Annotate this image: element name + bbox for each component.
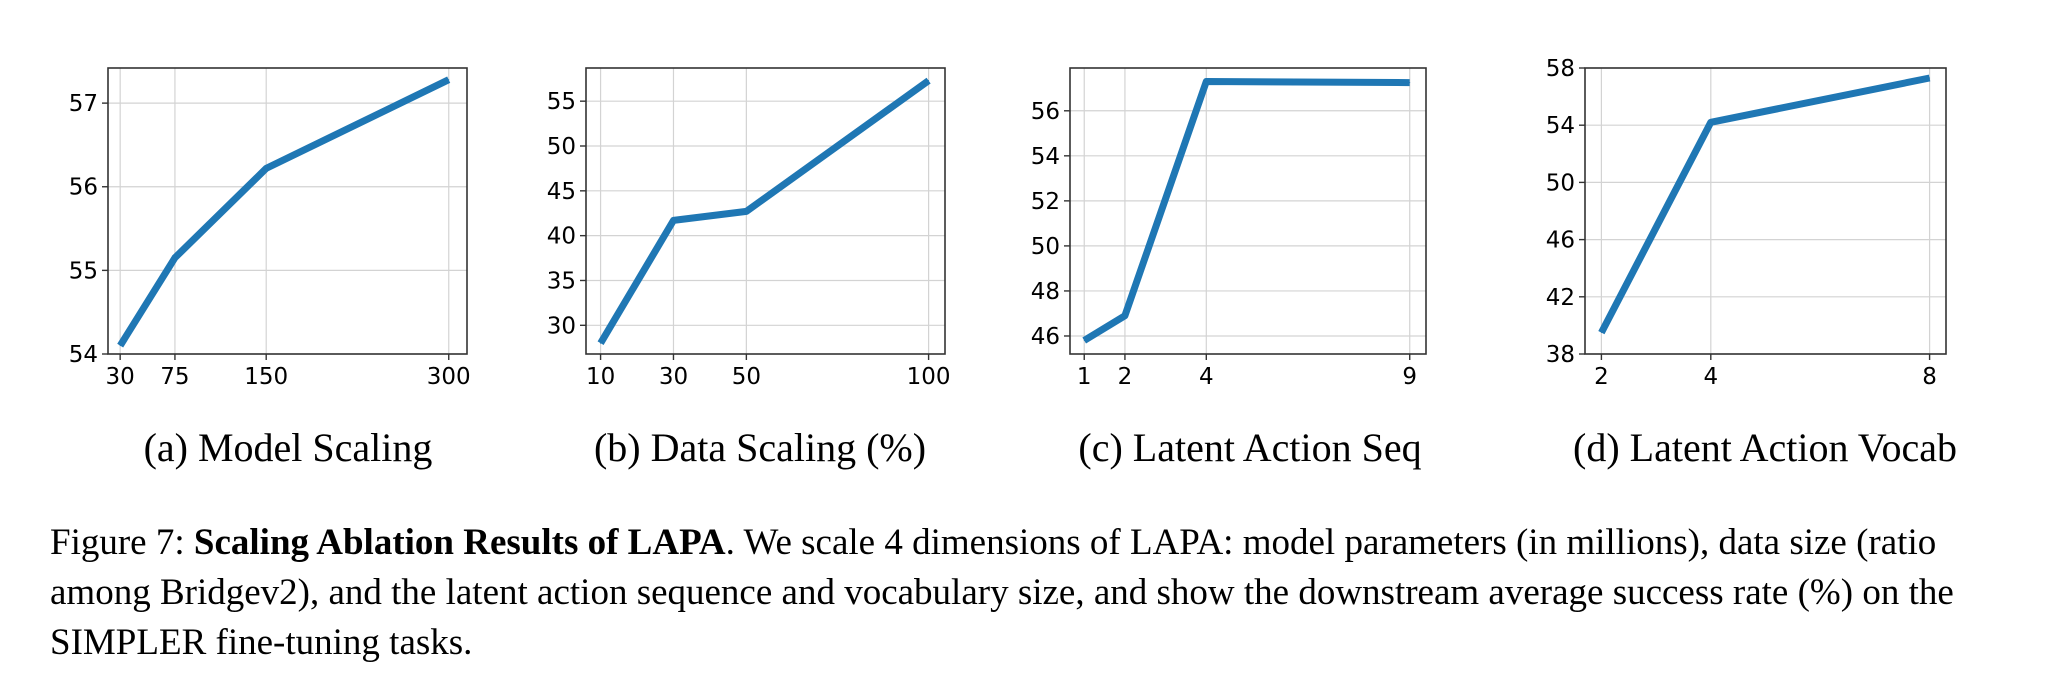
y-tick-label: 54: [1031, 144, 1060, 170]
data-point: [1409, 82, 1411, 84]
data-point: [119, 345, 121, 347]
data-point: [1600, 332, 1602, 334]
data-point: [448, 79, 450, 81]
data-point: [1124, 315, 1126, 317]
data-point: [745, 210, 747, 212]
y-tick-label: 35: [547, 268, 576, 294]
y-tick-label: 46: [1546, 228, 1575, 254]
subfigure-caption: (d) Latent Action Vocab: [1573, 425, 1957, 470]
y-tick-label: 48: [1031, 279, 1060, 305]
data-point: [1083, 339, 1085, 341]
data-point: [1929, 77, 1931, 79]
series-line: [1082, 78, 1410, 344]
data-point: [600, 342, 602, 344]
subfigure-caption: (b) Data Scaling (%): [594, 425, 926, 470]
y-tick-label: 46: [1031, 324, 1060, 350]
x-tick-label: 30: [659, 364, 688, 390]
y-tick-label: 58: [1546, 56, 1575, 82]
y-tick-label: 54: [1546, 113, 1575, 139]
y-tick-label: 50: [547, 134, 576, 160]
y-tick-label: 45: [547, 179, 576, 205]
caption-body: . We scale 4 dimensions of LAPA: model p…: [50, 522, 1954, 663]
x-tick-label: 4: [1703, 364, 1718, 390]
y-tick-label: 30: [547, 313, 576, 339]
data-point: [265, 167, 267, 169]
figure-caption: Figure 7: Scaling Ablation Results of LA…: [50, 518, 2010, 668]
series-line: [597, 77, 931, 345]
x-tick-label: 2: [1594, 364, 1609, 390]
y-tick-label: 56: [69, 175, 98, 201]
y-tick-label: 50: [1031, 234, 1060, 260]
series-line: [117, 76, 451, 348]
y-tick-label: 57: [69, 91, 98, 117]
data-point: [1710, 121, 1712, 123]
x-tick-label: 10: [586, 364, 615, 390]
subfigure-caption: (c) Latent Action Seq: [1078, 425, 1421, 470]
y-tick-label: 40: [547, 224, 576, 250]
series-line: [1598, 74, 1931, 335]
x-tick-label: 100: [907, 364, 951, 390]
x-tick-label: 8: [1922, 364, 1937, 390]
y-tick-label: 50: [1546, 170, 1575, 196]
x-tick-label: 50: [732, 364, 761, 390]
x-tick-label: 75: [160, 364, 189, 390]
y-tick-label: 56: [1031, 99, 1060, 125]
y-tick-label: 54: [69, 342, 98, 368]
data-point: [672, 219, 674, 221]
x-tick-label: 2: [1118, 364, 1133, 390]
caption-bold-title: Scaling Ablation Results of LAPA: [193, 522, 726, 563]
y-tick-label: 52: [1031, 189, 1060, 215]
subfigure-caption: (a) Model Scaling: [144, 425, 433, 470]
y-tick-label: 55: [69, 258, 98, 284]
y-tick-label: 38: [1546, 342, 1575, 368]
x-tick-label: 4: [1199, 364, 1214, 390]
data-point: [1205, 81, 1207, 83]
data-point: [928, 80, 930, 82]
x-tick-label: 30: [106, 364, 135, 390]
plot-frame: [1069, 67, 1427, 355]
plot-frame: [585, 67, 946, 355]
plot-frame: [107, 67, 468, 355]
x-tick-label: 150: [244, 364, 288, 390]
y-tick-label: 42: [1546, 285, 1575, 311]
x-tick-label: 9: [1402, 364, 1417, 390]
x-tick-label: 1: [1077, 364, 1092, 390]
data-point: [174, 257, 176, 259]
plot-frame: [1584, 67, 1947, 355]
y-tick-label: 55: [547, 89, 576, 115]
x-tick-label: 300: [427, 364, 471, 390]
caption-prefix: Figure 7:: [50, 522, 194, 563]
